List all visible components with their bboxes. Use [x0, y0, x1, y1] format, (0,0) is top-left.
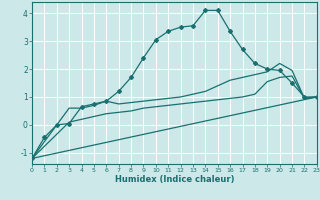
X-axis label: Humidex (Indice chaleur): Humidex (Indice chaleur): [115, 175, 234, 184]
